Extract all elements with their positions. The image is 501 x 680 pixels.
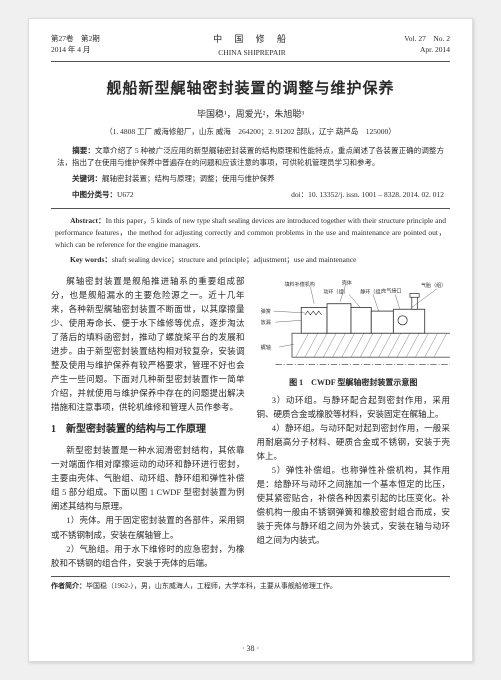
- journal-en: CHINA SHIPREPAIR: [100, 47, 405, 58]
- lbl-a: 填料补偿机构: [284, 281, 314, 288]
- abstract-cn-text: 文章介绍了 5 种被广泛应用的新型艉轴密封装置的结构原理和性能特点，重点阐述了各…: [57, 146, 444, 167]
- lbl-f: 艉轴: [260, 344, 270, 351]
- head-center: 中 国 修 船 CHINA SHIPREPAIR: [100, 33, 405, 58]
- month-year: Apr. 2014: [404, 44, 450, 55]
- clc-code: U672: [117, 190, 134, 199]
- keywords-cn-text: 艉轴密封装置；结构与原理；调整；使用与维护保养: [102, 174, 275, 183]
- abstract-cn-label: 摘要：: [72, 146, 95, 155]
- lbl-d: 动环（组）: [323, 288, 348, 295]
- lbl-h: 放漏: [260, 319, 270, 326]
- abstract-en-label: Abstract：: [70, 216, 106, 225]
- lbl-c: 气胎（组）: [421, 282, 446, 289]
- item-5: 5）弹性补偿组。也称弹性补偿机构，其作用是：给静环与动环之间施加一个基本恒定的比…: [257, 463, 451, 547]
- paper-title: 舰船新型艉轴密封装置的调整与维护保养: [51, 78, 450, 101]
- pub-date: 2014 年 4 月: [51, 44, 100, 55]
- abstract-en-text: In this paper，5 kinds of new type shaft …: [55, 216, 446, 248]
- authors: 毕国稳¹，周爱光²，朱旭聪³: [51, 108, 450, 122]
- journal-cn: 中 国 修 船: [100, 33, 405, 47]
- divider: [51, 208, 450, 209]
- right-column: 填料补偿机构 壳体 气胎（组） 动环（组） 静环（组） 艉轴 充气接口 放漏: [257, 274, 451, 570]
- figure-1: 填料补偿机构 壳体 气胎（组） 动环（组） 静环（组） 艉轴 充气接口 放漏: [257, 276, 451, 372]
- sec1-para1: 新型密封装置是一种水润滑密封结构，其依靠一对端面作相对摩擦运动的动环和静环进行密…: [51, 443, 245, 513]
- affiliation: （1. 4808 工厂 威海修船厂，山东 威海 264200；2. 91202 …: [51, 126, 450, 137]
- abstract-en: Abstract：In this paper，5 kinds of new ty…: [55, 215, 446, 250]
- keywords-cn-label: 关键词：: [72, 174, 102, 183]
- volume-issue: 第27卷 第2期: [51, 33, 100, 44]
- lbl-i: 弹簧: [260, 308, 270, 315]
- paper-page: 第27卷 第2期 2014 年 4 月 中 国 修 船 CHINA SHIPRE…: [28, 18, 473, 662]
- clc-doi-row: 中图分类号：U672 doi：10. 13352/j. issn. 1001 –…: [57, 189, 444, 200]
- keywords-en-label: Key words：: [70, 255, 112, 264]
- figure-1-caption: 图 1 CWDF 型艉轴密封装置示意图: [257, 376, 451, 389]
- item-1: 1）壳体。用于固定密封装置的各部件，采用铜或不锈钢制成，安装在艉轴管上。: [51, 513, 245, 541]
- author-bio-text: 毕国稳（1962-），男，山东威海人，工程师，大学本科，主要从事舰船修理工作。: [86, 582, 337, 590]
- keywords-en-text: shaft sealing device；structure and princ…: [112, 255, 357, 264]
- body-columns: 艉轴密封装置是舰船推进轴系的重要组成部分，也是舰船漏水的主要危险源之一。近十几年…: [51, 274, 450, 570]
- author-bio-label: 作者简介：: [51, 582, 86, 590]
- author-bio: 作者简介：毕国稳（1962-），男，山东威海人，工程师，大学本科，主要从事舰船修…: [51, 576, 450, 592]
- head-right: Vol. 27 No. 2 Apr. 2014: [404, 33, 450, 58]
- lbl-b: 壳体: [341, 279, 351, 286]
- head-left: 第27卷 第2期 2014 年 4 月: [51, 33, 100, 58]
- lbl-g: 充气接口: [381, 287, 401, 294]
- intro-para: 艉轴密封装置是舰船推进轴系的重要组成部分，也是舰船漏水的主要危险源之一。近十几年…: [51, 274, 245, 414]
- left-column: 艉轴密封装置是舰船推进轴系的重要组成部分，也是舰船漏水的主要危险源之一。近十几年…: [51, 274, 245, 570]
- section-1-heading: 1 新型密封装置的结构与工作原理: [51, 422, 245, 439]
- keywords-cn: 关键词：艉轴密封装置；结构与原理；调整；使用与维护保养: [57, 173, 444, 185]
- abstract-cn: 摘要：文章介绍了 5 种被广泛应用的新型艉轴密封装置的结构原理和性能特点，重点阐…: [57, 145, 444, 169]
- seal-diagram-svg: 填料补偿机构 壳体 气胎（组） 动环（组） 静环（组） 艉轴 充气接口 放漏: [257, 276, 451, 372]
- item-2: 2）气胎组。用于水下维修时的应急密封，为橡胶和不锈钢的组合件，安装于壳体的后端。: [51, 542, 245, 570]
- running-head: 第27卷 第2期 2014 年 4 月 中 国 修 船 CHINA SHIPRE…: [51, 33, 450, 62]
- keywords-en: Key words：shaft sealing device；structure…: [55, 254, 446, 266]
- clc-label: 中图分类号：: [72, 189, 117, 200]
- item-4: 4）静环组。与动环配对起到密封作用，一般采用耐磨高分子材料、硬质合金或不锈钢，安…: [257, 421, 451, 463]
- doi: doi：10. 13352/j. issn. 1001 – 8328. 2014…: [291, 189, 444, 200]
- page-number: · 38 ·: [29, 643, 472, 655]
- item-3: 3）动环组。与静环配合起到密封作用，采用铜、硬质合金或橡胶等材料，安装固定在艉轴…: [257, 393, 451, 421]
- vol-no: Vol. 27 No. 2: [404, 33, 450, 44]
